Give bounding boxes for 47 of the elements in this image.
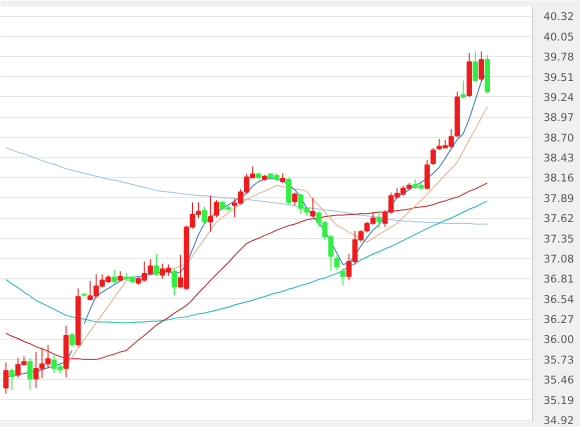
- y-tick-label: 40.05: [544, 30, 574, 44]
- y-tick-label: 35.46: [544, 374, 574, 387]
- y-tick-label: 38.70: [544, 131, 574, 144]
- y-tick-label: 35.19: [544, 394, 574, 407]
- candlestick: [202, 206, 208, 224]
- y-tick-label: 37.62: [544, 212, 574, 226]
- candlestick: [310, 197, 316, 218]
- y-tick-label: 35.73: [544, 353, 574, 366]
- candlestick: [340, 268, 346, 286]
- y-tick-label: 37.35: [544, 232, 574, 246]
- candlestick: [430, 147, 436, 166]
- candlestick: [9, 368, 15, 391]
- line-series: [5, 147, 488, 225]
- y-tick-label: 36.81: [544, 272, 574, 286]
- candlestick: [69, 332, 75, 348]
- candlestick: [208, 195, 214, 232]
- y-tick-label: 39.24: [544, 90, 574, 104]
- y-tick-label: 39.51: [544, 70, 574, 84]
- line-series: [5, 200, 488, 324]
- y-tick-label: 36.00: [544, 333, 574, 346]
- y-tick-label: 37.89: [544, 192, 574, 205]
- candlestick: [472, 50, 478, 83]
- candlestick: [478, 50, 484, 82]
- y-tick-label: 39.78: [544, 50, 574, 64]
- candlestick: [154, 254, 160, 276]
- line-series: [5, 182, 488, 360]
- candlestick: [118, 270, 123, 282]
- y-tick-label: 37.08: [544, 252, 574, 266]
- candlestick: [112, 269, 117, 284]
- candlestick: [27, 357, 33, 391]
- candlestick: [214, 200, 220, 218]
- y-tick-label: 38.43: [544, 152, 574, 165]
- y-tick-label: 34.92: [544, 414, 574, 427]
- candlestick: [334, 255, 340, 271]
- candlestick: [286, 177, 292, 206]
- candlestick: [424, 159, 430, 190]
- y-tick-label: 40.32: [544, 10, 574, 24]
- y-tick-label: 36.54: [544, 292, 574, 306]
- candlestick: [460, 80, 466, 99]
- candlestick: [172, 268, 178, 296]
- candlestick: [376, 210, 382, 228]
- candlestick: [292, 192, 298, 206]
- candlestick: [280, 172, 286, 184]
- candlestick: [3, 362, 9, 394]
- y-tick-label: 38.16: [544, 172, 574, 185]
- y-tick-label: 38.97: [544, 111, 574, 124]
- y-tick-label: 36.27: [544, 313, 574, 326]
